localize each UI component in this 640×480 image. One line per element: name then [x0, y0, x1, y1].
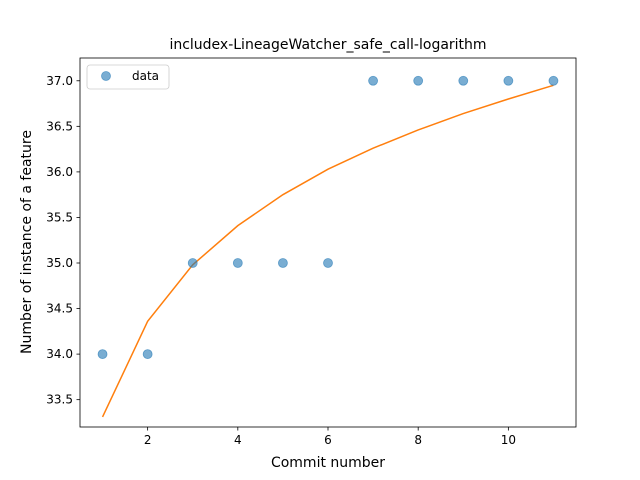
data-point	[98, 350, 107, 359]
data-point	[504, 76, 513, 85]
x-tick-label: 6	[324, 433, 332, 447]
x-axis-title: Commit number	[271, 455, 385, 471]
y-tick-label: 36.0	[46, 165, 73, 179]
data-point	[414, 76, 423, 85]
legend-label: data	[132, 69, 159, 83]
y-tick-label: 33.5	[46, 393, 73, 407]
data-point	[233, 259, 242, 268]
y-tick-label: 35.0	[46, 256, 73, 270]
y-axis-title: Number of instance of a feature	[19, 130, 35, 354]
y-tick-label: 35.5	[46, 210, 73, 224]
chart-title: includex-LineageWatcher_safe_call-logari…	[169, 37, 486, 53]
x-tick-label: 4	[234, 433, 242, 447]
data-point	[459, 76, 468, 85]
data-point	[369, 76, 378, 85]
data-point	[143, 350, 152, 359]
y-tick-label: 36.5	[46, 119, 73, 133]
legend-marker	[102, 72, 111, 81]
x-tick-label: 2	[144, 433, 152, 447]
x-tick-label: 10	[501, 433, 516, 447]
data-point	[549, 76, 558, 85]
data-point	[324, 259, 333, 268]
y-tick-label: 34.0	[46, 347, 73, 361]
data-point	[278, 259, 287, 268]
y-tick-label: 37.0	[46, 74, 73, 88]
y-tick-label: 34.5	[46, 302, 73, 316]
x-tick-label: 8	[414, 433, 422, 447]
data-point	[188, 259, 197, 268]
